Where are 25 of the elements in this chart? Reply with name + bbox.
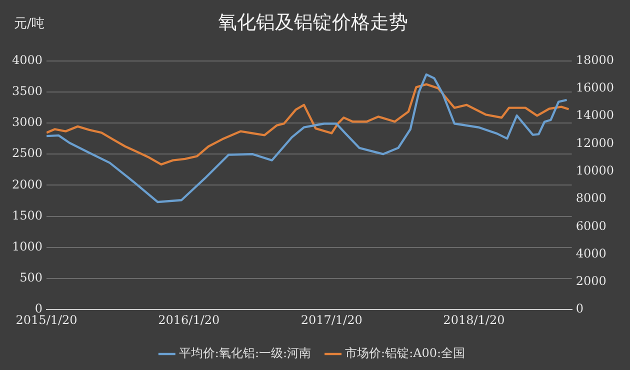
y2-tick-label: 2000: [576, 274, 606, 288]
y-tick-label: 2000: [12, 177, 43, 192]
x-tick-label: 2016/1/20: [158, 312, 220, 327]
y2-tick-label: 6000: [576, 218, 606, 233]
y2-tick-label: 10000: [576, 164, 614, 178]
y2-tick-label: 12000: [576, 136, 614, 150]
x-tick-label: 2018/1/20: [443, 312, 505, 327]
y-tick-label: 1500: [12, 208, 43, 222]
y2-tick-label: 8000: [576, 191, 606, 206]
y2-tick-label: 14000: [576, 108, 614, 122]
y2-tick-label: 0: [576, 302, 584, 316]
y2-tick-label: 16000: [576, 80, 614, 95]
y-tick-label: 2500: [12, 146, 43, 160]
y2-tick-label: 18000: [576, 52, 614, 67]
legend-label: 平均价:氧化铝:一级:河南: [178, 346, 312, 360]
y-tick-label: 500: [20, 270, 43, 285]
x-tick-label: 2017/1/20: [300, 312, 362, 327]
y-axis-title: 元/吨: [14, 16, 44, 32]
y2-tick-label: 4000: [576, 246, 606, 260]
y-tick-label: 3000: [12, 115, 43, 130]
chart-title: 氧化铝及铝锭价格走势: [218, 11, 408, 34]
y-tick-label: 4000: [12, 52, 43, 67]
legend-label: 市场价:铝锭:A00:全国: [345, 346, 466, 360]
y-tick-label: 3500: [12, 84, 43, 98]
y-tick-label: 1000: [12, 240, 43, 254]
